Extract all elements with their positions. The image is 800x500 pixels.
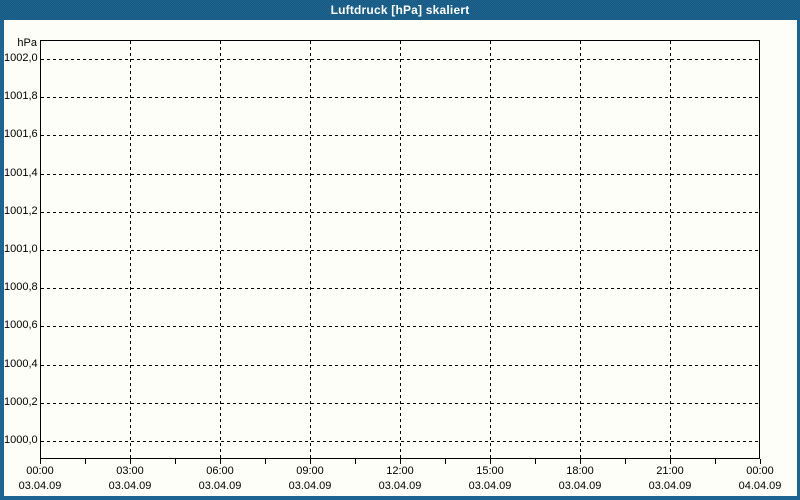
x-time-label: 03:00: [116, 465, 144, 477]
x-minor-tick: [625, 459, 626, 464]
x-major-tick: [670, 459, 671, 464]
y-axis-unit-label: hPa: [17, 37, 37, 49]
vertical-gridline: [400, 41, 401, 458]
y-tick-label: 1001,2: [4, 204, 38, 217]
x-major-tick: [580, 459, 581, 464]
x-date-label: 03.04.09: [18, 480, 62, 492]
y-tick-label: 1000,6: [4, 319, 38, 332]
vertical-gridline: [130, 41, 131, 458]
x-minor-tick: [265, 459, 266, 464]
x-time-label: 18:00: [566, 465, 594, 477]
x-major-tick: [400, 459, 401, 464]
y-tick-label: 1002,0: [4, 52, 38, 64]
x-minor-tick: [85, 459, 86, 464]
x-major-tick: [310, 459, 311, 464]
window-title: Luftdruck [hPa] skaliert: [330, 3, 470, 17]
y-tick-label: 1000,8: [4, 281, 38, 294]
vertical-gridline: [490, 41, 491, 458]
window-titlebar: Luftdruck [hPa] skaliert: [0, 0, 800, 20]
x-date-label: 04.04.09: [738, 480, 782, 492]
x-date-label: 03.04.09: [108, 480, 152, 492]
x-time-label: 00:00: [746, 465, 774, 477]
x-minor-tick: [445, 459, 446, 464]
x-major-tick: [130, 459, 131, 464]
y-tick-label: 1001,6: [4, 128, 38, 141]
plot-area: [40, 40, 760, 459]
x-date-label: 03.04.09: [648, 480, 692, 492]
vertical-gridline: [220, 41, 221, 458]
y-tick-label: 1000,4: [4, 357, 38, 370]
y-tick-label: 1000,0: [4, 434, 38, 446]
x-minor-tick: [175, 459, 176, 464]
vertical-gridline: [670, 41, 671, 458]
y-tick-label: 1001,8: [4, 90, 38, 103]
x-date-label: 03.04.09: [288, 480, 332, 492]
x-major-tick: [490, 459, 491, 464]
x-time-label: 15:00: [476, 465, 504, 477]
x-date-label: 03.04.09: [198, 480, 242, 492]
x-time-label: 09:00: [296, 465, 324, 477]
x-time-label: 12:00: [386, 465, 414, 477]
y-tick-label: 1001,0: [4, 243, 38, 255]
x-time-label: 00:00: [26, 465, 54, 477]
y-tick-label: 1000,2: [4, 395, 38, 408]
x-date-label: 03.04.09: [558, 480, 602, 492]
x-major-tick: [40, 459, 41, 464]
x-time-label: 06:00: [206, 465, 234, 477]
x-major-tick: [760, 459, 761, 464]
x-major-tick: [220, 459, 221, 464]
x-date-label: 03.04.09: [468, 480, 512, 492]
vertical-gridline: [580, 41, 581, 458]
x-minor-tick: [355, 459, 356, 464]
vertical-gridline: [310, 41, 311, 458]
x-minor-tick: [715, 459, 716, 464]
x-date-label: 03.04.09: [378, 480, 422, 492]
x-minor-tick: [535, 459, 536, 464]
y-tick-label: 1001,4: [4, 166, 38, 179]
chart-content: hPa 1002,0 1001,8 1001,6 1001,4 1001,2 1001,0…: [4, 20, 797, 496]
x-time-label: 21:00: [656, 465, 684, 477]
